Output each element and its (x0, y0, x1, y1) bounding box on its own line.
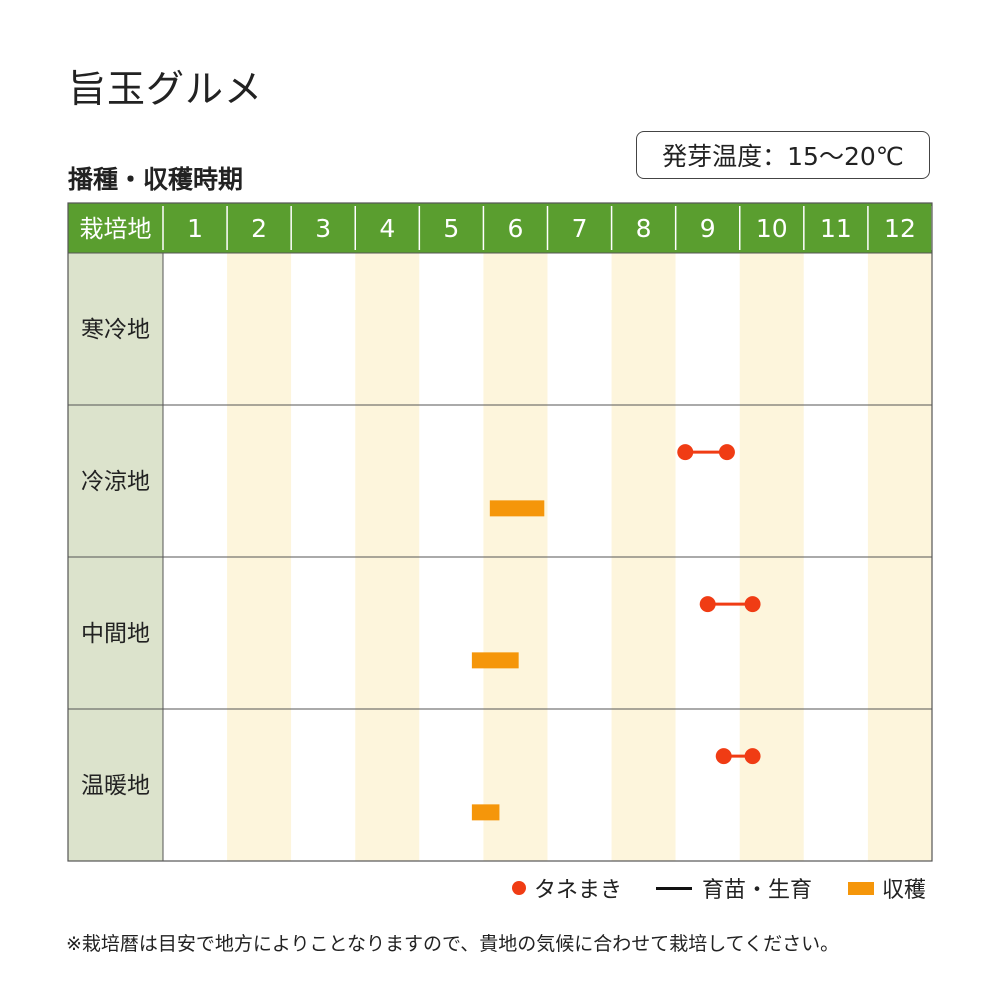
month-label: 12 (884, 214, 916, 243)
harvest-bar (471, 652, 519, 669)
line-icon (656, 886, 692, 890)
month-label: 10 (756, 214, 788, 243)
legend-harvest-label: 収穫 (882, 878, 927, 903)
month-label: 7 (572, 214, 588, 243)
month-label: 8 (636, 214, 652, 243)
sowing-start-point (677, 444, 694, 461)
corner-label: 栽培地 (80, 215, 152, 243)
legend-nursery-label: 育苗・生育 (702, 878, 813, 903)
sowing-end-point (718, 444, 735, 461)
chart-legend: タネまき 育苗・生育 収穫 (0, 872, 1000, 904)
sowing-end-point (744, 596, 761, 613)
month-label: 9 (700, 214, 716, 243)
month-label: 11 (820, 214, 852, 243)
legend-sowing: タネまき (512, 872, 622, 904)
region-label: 中間地 (81, 621, 150, 647)
sowing-start-point (699, 596, 716, 613)
harvest-bar (471, 804, 500, 821)
month-label: 2 (251, 214, 267, 243)
harvest-bar (489, 500, 545, 517)
bar-icon (848, 881, 874, 895)
header-band (68, 203, 932, 253)
chart-border (67, 202, 933, 862)
month-label: 1 (187, 214, 203, 243)
region-label: 温暖地 (81, 773, 150, 799)
chart-subtitle: 播種・収穫時期 (68, 165, 244, 194)
footnote: ※栽培暦は目安で地方によりことなりますので、貴地の気候に合わせて栽培してください… (66, 933, 840, 955)
sowing-end-point (744, 748, 761, 765)
sowing-start-point (715, 748, 732, 765)
region-label: 寒冷地 (81, 317, 150, 343)
dot-icon (512, 881, 526, 895)
month-label: 4 (379, 214, 395, 243)
legend-sowing-label: タネまき (534, 878, 623, 903)
legend-harvest: 収穫 (848, 872, 926, 904)
page-title: 旨玉グルメ (68, 67, 264, 111)
month-label: 6 (508, 214, 524, 243)
region-label: 冷涼地 (81, 469, 150, 495)
legend-nursery: 育苗・生育 (656, 872, 812, 904)
month-label: 3 (315, 214, 331, 243)
month-label: 5 (443, 214, 459, 243)
germination-temperature-badge: 発芽温度：15〜20℃ (636, 131, 930, 179)
